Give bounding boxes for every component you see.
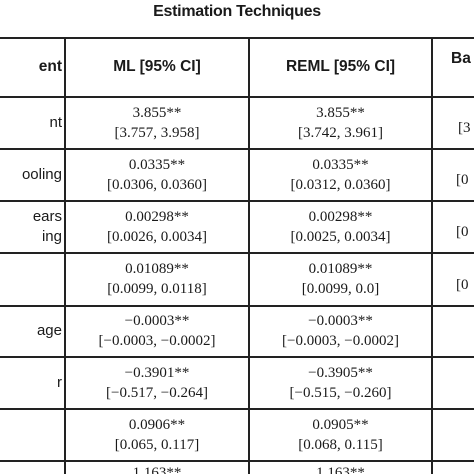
header-first-column: ent: [38, 58, 62, 75]
table-rule: [0, 200, 474, 202]
reml-cell: 0.0335** [0.0312, 0.0360]: [290, 156, 391, 193]
reml-cell: 0.01089** [0.0099, 0.0]: [301, 261, 380, 297]
bayes-cell-partial: [0: [456, 277, 469, 293]
row-label: nt: [49, 113, 62, 131]
row-label: age: [36, 322, 62, 339]
table-rule: [431, 37, 433, 474]
row-label: ooling: [21, 165, 62, 183]
header-bayes: Ba: [451, 50, 471, 67]
table-rule: [0, 148, 474, 150]
ml-cell: −0.3901** [−0.517, −0.264]: [106, 364, 208, 401]
table-rule: [0, 408, 474, 410]
ml-cell: −0.0003** [−0.0003, −0.0002]: [98, 313, 216, 349]
table-rule: [0, 96, 474, 98]
reml-cell: 3.855** [3.742, 3.961]: [298, 104, 383, 141]
table-title: Estimation Techniques: [153, 3, 321, 20]
bayes-cell-partial: [0: [456, 224, 469, 240]
table-rule: [64, 37, 66, 474]
reml-cell: 0.0905** [0.068, 0.115]: [298, 416, 383, 453]
row-label: ears ing: [32, 207, 62, 245]
ml-cell: 0.01089** [0.0099, 0.0118]: [107, 261, 207, 297]
header-reml: REML [95% CI]: [285, 58, 396, 75]
table-rule: [248, 37, 250, 474]
table-rule: [0, 460, 474, 462]
ml-cell: 0.0906** [0.065, 0.117]: [114, 416, 200, 453]
table-rule: [0, 252, 474, 254]
row-label: [0, 253, 62, 305]
table-rule: [0, 305, 474, 307]
header-ml: ML [95% CI]: [113, 58, 201, 75]
bayes-cell-partial: [3: [458, 120, 471, 136]
ml-cell: 0.00298** [0.0026, 0.0034]: [107, 208, 207, 245]
table-rule: [0, 356, 474, 358]
ml-cell: 3.855** [3.757, 3.958]: [114, 104, 200, 141]
reml-cell: −0.0003** [−0.0003, −0.0002]: [282, 313, 399, 349]
table-rule: [0, 37, 474, 39]
reml-cell: 0.00298** [0.0025, 0.0034]: [290, 208, 391, 245]
reml-cell: 1.163**: [316, 465, 365, 474]
row-label: [0, 409, 62, 460]
ml-cell: 1.163**: [132, 465, 182, 474]
row-label: r: [57, 373, 62, 391]
bayes-cell-partial: [0: [456, 172, 469, 188]
reml-cell: −0.3905** [−0.515, −0.260]: [289, 364, 392, 401]
ml-cell: 0.0335** [0.0306, 0.0360]: [107, 156, 207, 193]
